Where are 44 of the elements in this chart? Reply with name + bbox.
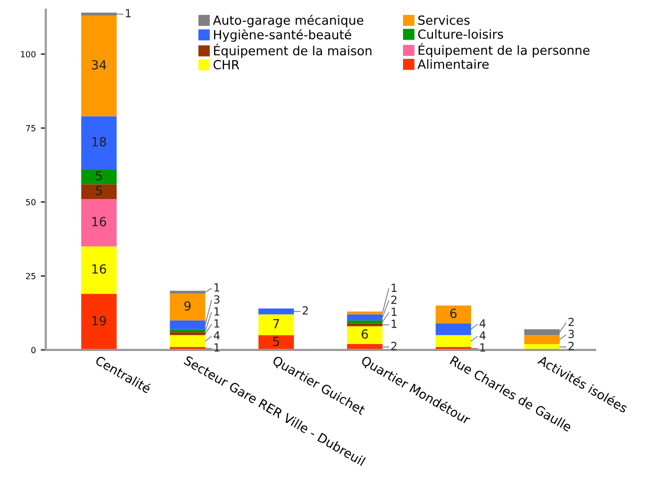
data-label: 3 [214, 295, 220, 304]
y-tick-label: 50 [26, 198, 36, 206]
data-label: 18 [92, 137, 106, 146]
data-label: 4 [480, 319, 486, 328]
data-label: 1 [392, 308, 397, 316]
y-tick-label: 100 [21, 51, 36, 58]
data-label: 1 [480, 343, 486, 352]
data-label: 16 [92, 264, 106, 274]
data-label: 6 [450, 308, 457, 318]
y-tick-label: 25 [26, 272, 36, 280]
data-label: 6 [362, 329, 368, 339]
data-label: 1 [126, 9, 131, 18]
legend-label: Services [418, 15, 470, 25]
data-label: 1 [392, 320, 397, 328]
data-label: 1 [392, 284, 397, 292]
data-label: 4 [480, 331, 486, 340]
legend-label: Auto-garage mécanique [212, 14, 364, 28]
legend-label: Équipement de la maison [214, 44, 372, 58]
data-label: 1 [214, 283, 220, 292]
data-label: 1 [214, 343, 220, 352]
y-tick-label: 0 [31, 346, 36, 354]
data-label: 1 [214, 319, 220, 328]
data-label: 7 [273, 319, 280, 328]
y-tick-label: 75 [26, 125, 36, 132]
data-label: 4 [214, 331, 220, 340]
data-label: 3 [568, 330, 574, 338]
data-label: 2 [302, 306, 308, 315]
legend-label: CHR [214, 60, 240, 70]
legend-label: Culture-loisirs [418, 29, 504, 39]
legend-label: Équipement de la personne [418, 43, 590, 58]
data-label: 5 [96, 171, 102, 180]
data-label: 19 [92, 316, 106, 326]
data-label: 2 [568, 342, 574, 350]
data-label: 16 [92, 216, 106, 226]
data-label: 5 [273, 336, 280, 346]
legend-label: Hygiène-santé-beauté [214, 29, 352, 42]
data-label: 2 [568, 318, 574, 326]
data-label: 5 [96, 186, 102, 196]
data-label: 2 [391, 342, 396, 350]
data-label: 2 [391, 296, 396, 304]
data-label: 9 [184, 301, 191, 311]
data-label: 34 [92, 60, 106, 70]
legend-label: Alimentaire [418, 59, 489, 69]
data-label: 1 [214, 307, 220, 316]
